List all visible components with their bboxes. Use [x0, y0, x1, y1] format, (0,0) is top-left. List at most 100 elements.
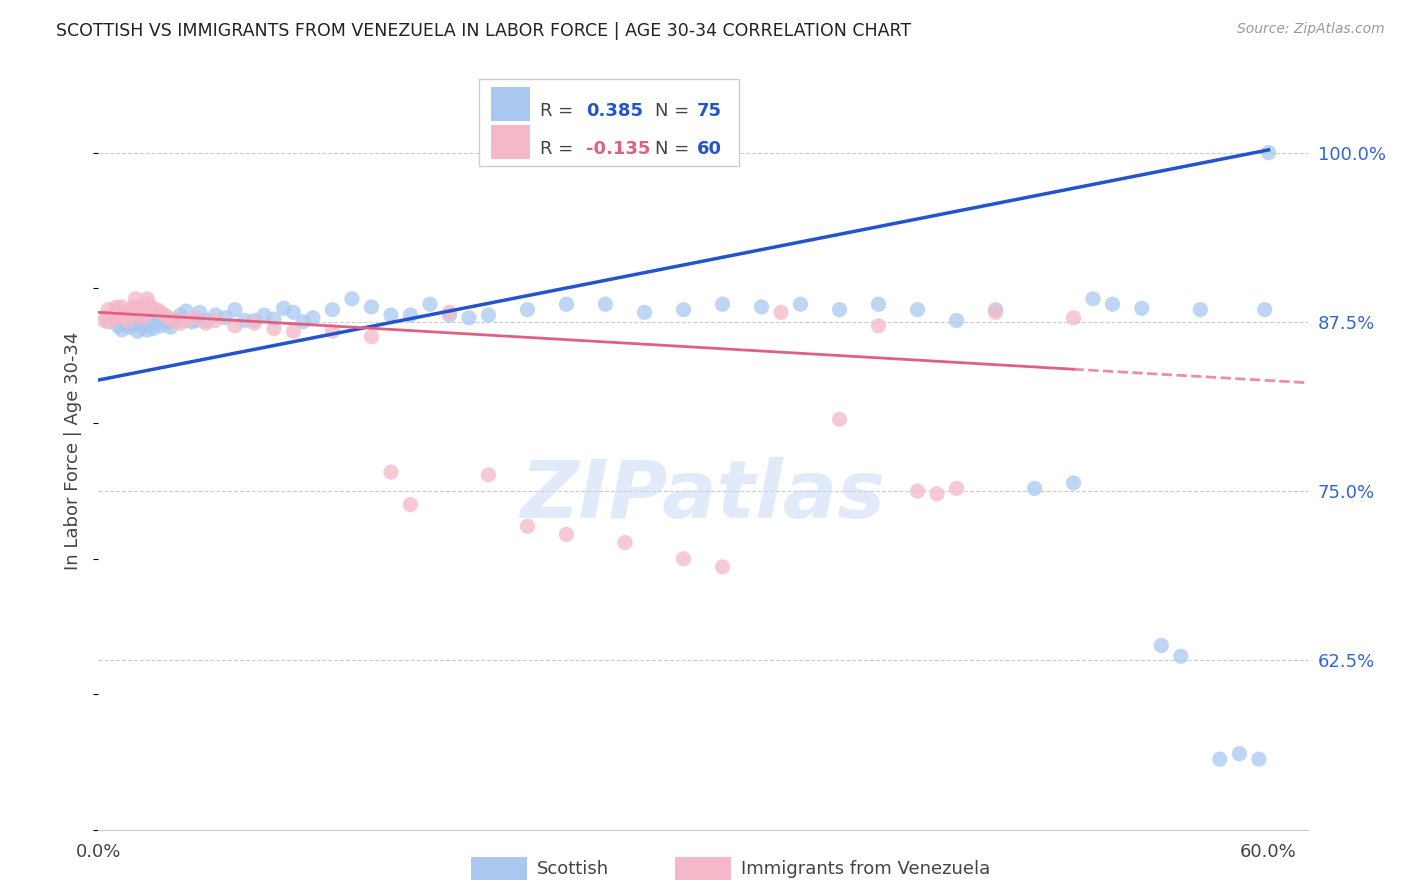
Point — [224, 318, 246, 333]
Point — [122, 318, 145, 332]
Point — [233, 313, 256, 327]
Point — [204, 308, 226, 322]
Point — [751, 300, 773, 314]
Point — [96, 310, 118, 325]
Point — [360, 300, 382, 314]
Point — [672, 551, 695, 566]
Point — [868, 297, 890, 311]
Point — [340, 292, 363, 306]
Point — [112, 315, 135, 329]
Point — [1081, 292, 1104, 306]
Point — [828, 412, 851, 426]
Point — [1063, 310, 1085, 325]
Point — [283, 324, 305, 338]
Point — [157, 310, 180, 325]
Point — [1227, 747, 1250, 761]
Point — [1257, 145, 1279, 160]
Point — [633, 305, 655, 319]
Point — [380, 308, 402, 322]
Point — [136, 323, 159, 337]
Point — [194, 313, 217, 327]
Point — [118, 308, 141, 322]
Point — [153, 308, 176, 322]
Point — [1130, 301, 1153, 316]
Point — [131, 313, 153, 327]
Point — [169, 308, 191, 322]
Point — [159, 320, 181, 334]
Point — [165, 313, 187, 327]
Point — [477, 308, 499, 322]
Point — [118, 320, 141, 334]
Point — [399, 498, 422, 512]
Point — [516, 302, 538, 317]
Point — [614, 535, 637, 549]
Point — [152, 308, 174, 322]
Point — [1209, 752, 1232, 766]
Point — [108, 305, 131, 319]
Point — [117, 313, 139, 327]
Point — [253, 308, 276, 322]
Point — [214, 310, 236, 325]
Point — [107, 302, 129, 317]
Point — [399, 308, 422, 322]
Point — [132, 302, 155, 317]
Point — [302, 310, 325, 325]
Point — [828, 302, 851, 317]
Point — [188, 305, 211, 319]
Point — [769, 305, 792, 319]
Point — [138, 315, 160, 329]
Text: R =: R = — [540, 102, 579, 120]
Point — [516, 519, 538, 533]
Point — [111, 323, 134, 337]
Point — [273, 301, 295, 316]
Point — [162, 313, 184, 327]
Point — [97, 302, 120, 317]
Text: ZIPatlas: ZIPatlas — [520, 457, 886, 535]
Point — [1247, 752, 1270, 766]
Point — [458, 310, 481, 325]
Text: SCOTTISH VS IMMIGRANTS FROM VENEZUELA IN LABOR FORCE | AGE 30-34 CORRELATION CHA: SCOTTISH VS IMMIGRANTS FROM VENEZUELA IN… — [56, 22, 911, 40]
Point — [243, 316, 266, 330]
FancyBboxPatch shape — [479, 79, 740, 166]
Point — [595, 297, 617, 311]
Point — [127, 302, 149, 317]
Point — [136, 292, 159, 306]
Point — [711, 560, 734, 574]
Text: Source: ZipAtlas.com: Source: ZipAtlas.com — [1237, 22, 1385, 37]
Point — [321, 324, 343, 338]
Point — [156, 316, 179, 330]
Point — [439, 305, 461, 319]
Point — [224, 302, 246, 317]
Point — [194, 316, 217, 330]
Point — [789, 297, 811, 311]
Point — [128, 316, 150, 330]
Point — [132, 320, 155, 334]
Point — [165, 313, 187, 327]
Point — [98, 310, 121, 325]
Point — [184, 310, 207, 325]
Point — [907, 484, 929, 499]
Point — [1189, 302, 1212, 317]
Point — [93, 313, 115, 327]
Point — [263, 312, 285, 326]
Point — [292, 315, 315, 329]
Text: 0.385: 0.385 — [586, 102, 643, 120]
Point — [204, 313, 226, 327]
Point — [174, 304, 197, 318]
Point — [114, 305, 136, 319]
Text: N =: N = — [655, 140, 695, 159]
FancyBboxPatch shape — [492, 125, 530, 159]
Point — [146, 302, 169, 317]
Point — [1170, 649, 1192, 664]
Point — [555, 297, 578, 311]
Point — [907, 302, 929, 317]
Point — [149, 318, 172, 333]
Point — [925, 487, 948, 501]
Point — [419, 297, 441, 311]
Point — [181, 315, 204, 329]
Point — [97, 315, 120, 329]
Point — [169, 316, 191, 330]
Text: Scottish: Scottish — [537, 860, 609, 878]
Point — [122, 300, 145, 314]
Point — [1101, 297, 1123, 311]
